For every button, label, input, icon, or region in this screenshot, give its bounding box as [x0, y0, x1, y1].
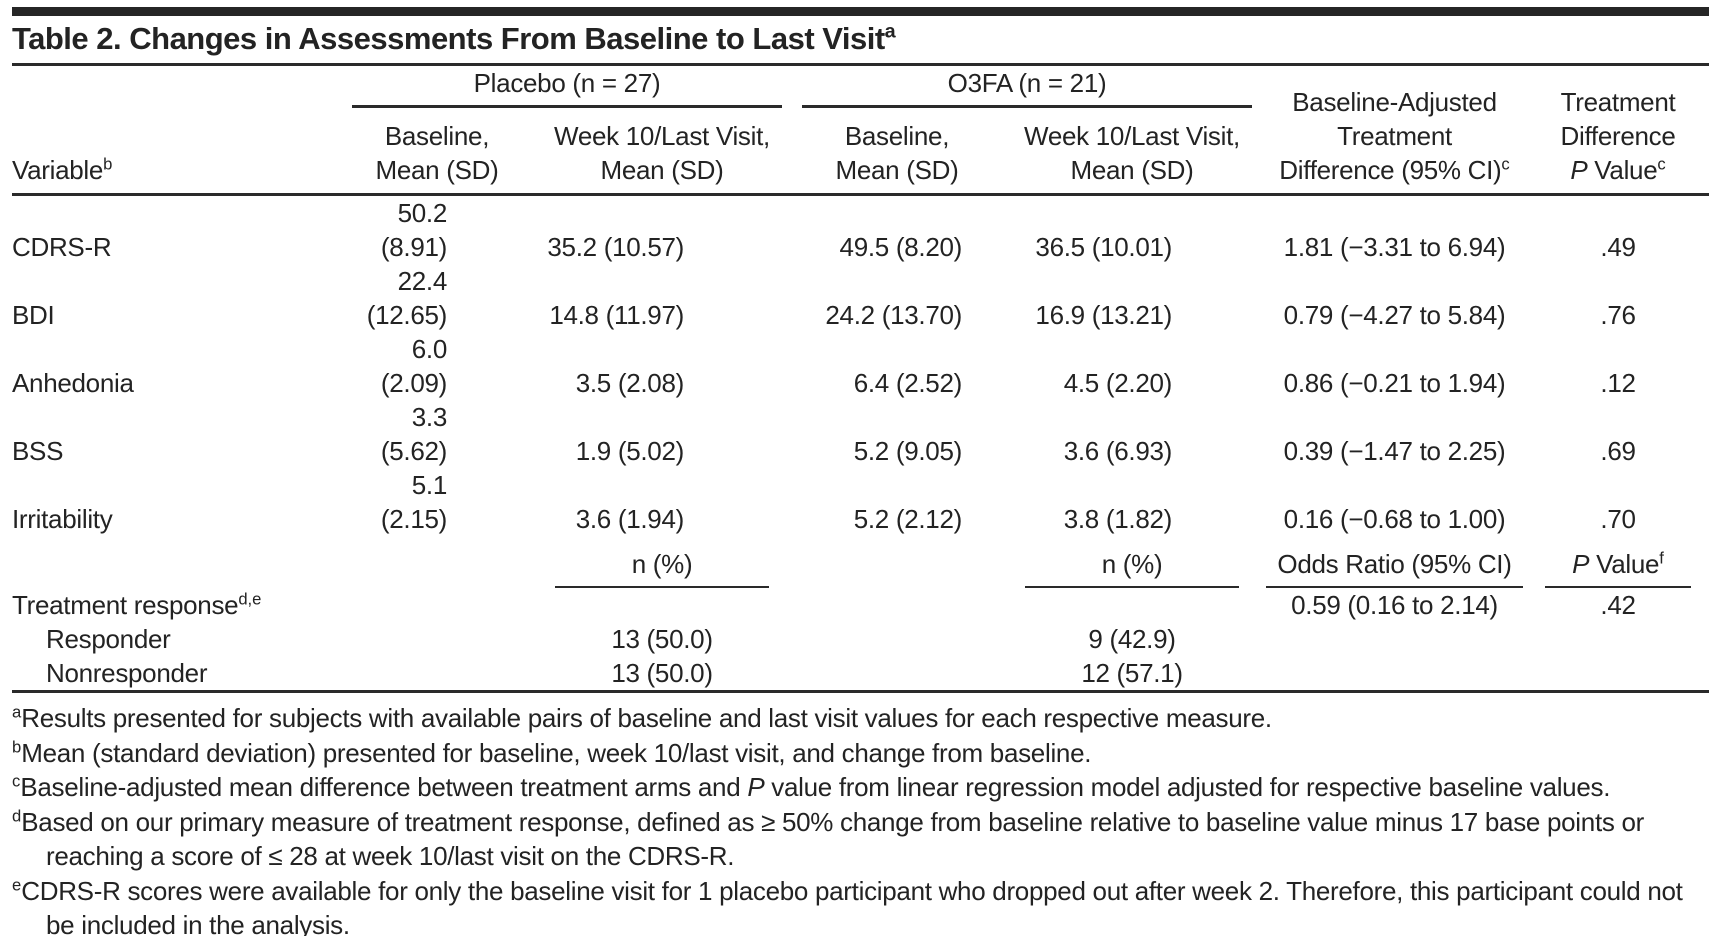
data-cell: 36.5 (10.01) — [1035, 232, 1173, 262]
column-group-o3fa: O3FA (n = 21) — [792, 66, 1262, 115]
column-header-o3fa-week10: Week 10/Last Visit, Mean (SD) — [1002, 115, 1263, 196]
footnote-marker: e — [12, 874, 22, 894]
footnote-marker: d — [12, 805, 22, 825]
p-value-chi-square: .42 — [1600, 590, 1636, 620]
row-anhedonia: Anhedonia 6.0 (2.09) 3.5 (2.08) 6.4 (2.52) 4… — [12, 332, 1709, 400]
footnote-a: aResults presented for subjects with ava… — [12, 702, 1272, 733]
row-nonresponder: Nonresponder 13 (50.0) 12 (57.1) — [12, 656, 1710, 693]
data-cell: .49 — [1600, 232, 1636, 262]
column-header-p-value: Treatment Difference P Valuec — [1527, 66, 1710, 196]
data-cell: .12 — [1600, 368, 1636, 398]
variable-footnote-marker: b — [103, 154, 113, 174]
data-cell: 14.8 (11.97) — [549, 300, 684, 330]
row-bdi: BDI 22.4 (12.65) 14.8 (11.97) 24.2 (13.70) 1… — [12, 264, 1709, 332]
data-cell: 49.5 (8.20) — [839, 232, 963, 262]
p-value-f-footnote-marker: f — [1659, 548, 1664, 568]
data-cell: .69 — [1600, 436, 1636, 466]
footnotes: aResults presented for subjects with ava… — [12, 701, 1709, 936]
row-treatment-response: Treatment responsed,e 0.59 (0.16 to 2.14… — [12, 588, 1709, 622]
row-bss: BSS 3.3 (5.62) 1.9 (5.02) 5.2 (9.05) 3.6 (6.… — [12, 400, 1709, 468]
data-cell: 6.0 (2.09) — [380, 334, 447, 398]
odds-ratio-header: Odds Ratio (95% CI) — [1262, 536, 1527, 588]
row-label: BSS — [12, 436, 64, 466]
nonresponder-o3fa-n-pct: 12 (57.1) — [1002, 656, 1263, 693]
data-cell: 0.16 (−0.68 to 1.00) — [1283, 504, 1506, 534]
data-cell: 3.6 (1.94) — [575, 504, 685, 534]
row-label: Anhedonia — [12, 368, 134, 398]
data-cell: 5.1 (2.15) — [380, 470, 447, 534]
placebo-group-label: Placebo (n = 27) — [352, 66, 782, 108]
footnote-e: eCDRS-R scores were available for only t… — [12, 874, 1683, 936]
data-cell: 0.86 (−0.21 to 1.94) — [1283, 368, 1506, 398]
responder-placebo-n-pct: 13 (50.0) — [611, 624, 713, 654]
diff-footnote-marker: c — [1501, 154, 1510, 174]
data-cell: 0.39 (−1.47 to 2.25) — [1283, 436, 1506, 466]
o3fa-n-pct-header: n (%) — [1002, 536, 1262, 588]
data-cell: 6.4 (2.52) — [853, 368, 963, 398]
data-cell: 1.81 (−3.31 to 6.94) — [1283, 232, 1506, 262]
group-header-row: Variableb Placebo (n = 27) O3FA (n = 21)… — [12, 66, 1710, 196]
placebo-n-pct-header: n (%) — [532, 536, 792, 588]
column-header-o3fa-baseline: Baseline, Mean (SD) — [792, 115, 1002, 196]
table-title: Table 2. Changes in Assessments From Bas… — [12, 16, 1709, 63]
row-label: Irritability — [12, 504, 113, 534]
p-value-f-header: P Valuef — [1527, 536, 1709, 588]
footnote-b: bMean (standard deviation) presented for… — [12, 736, 1092, 768]
data-cell: 0.79 (−4.27 to 5.84) — [1283, 300, 1506, 330]
data-cell: 3.6 (6.93) — [1063, 436, 1173, 466]
footnote-marker: b — [12, 736, 22, 756]
data-cell: 3.8 (1.82) — [1063, 504, 1173, 534]
treatment-response-footnote-marker: d,e — [238, 589, 262, 609]
odds-ratio-value: 0.59 (0.16 to 2.14) — [1291, 590, 1498, 620]
data-cell: 3.3 (5.62) — [380, 402, 447, 466]
table-header: Variableb Placebo (n = 27) O3FA (n = 21)… — [12, 66, 1710, 196]
data-cell: .76 — [1600, 300, 1636, 330]
table-title-text: Table 2. Changes in Assessments From Bas… — [12, 21, 885, 56]
data-cell: 1.9 (5.02) — [575, 436, 685, 466]
column-group-placebo: Placebo (n = 27) — [342, 66, 792, 115]
data-cell: 35.2 (10.57) — [547, 232, 684, 262]
data-cell: .70 — [1600, 504, 1636, 534]
sub-header-row: Baseline, Mean (SD) Week 10/Last Visit, … — [12, 115, 1709, 196]
row-label: BDI — [12, 300, 55, 330]
data-cell: 24.2 (13.70) — [825, 300, 962, 330]
nonresponder-placebo-n-pct: 13 (50.0) — [532, 656, 792, 693]
row-irritability: Irritability 5.1 (2.15) 3.6 (1.94) 5.2 (2.1… — [12, 468, 1709, 536]
row-responder: Responder 13 (50.0) 9 (42.9) — [12, 622, 1709, 656]
column-header-treatment-difference: Baseline-Adjusted Treatment Difference (… — [1262, 66, 1528, 196]
data-cell: 4.5 (2.20) — [1063, 368, 1173, 398]
column-header-placebo-baseline: Baseline, Mean (SD) — [342, 115, 532, 196]
row-label: Responder — [46, 624, 171, 654]
column-header-variable: Variableb — [12, 66, 342, 196]
data-cell: 5.2 (9.05) — [853, 436, 963, 466]
top-black-bar — [12, 7, 1709, 16]
row-label: CDRS-R — [12, 232, 112, 262]
row-label: Treatment responsed,e — [12, 589, 262, 620]
table-title-footnote-marker: a — [884, 20, 896, 43]
footnote-d: dBased on our primary measure of treatme… — [12, 805, 1645, 872]
footnote-marker: a — [12, 702, 22, 722]
table-body: CDRS-R 50.2 (8.91) 35.2 (10.57) 49.5 (8.20)… — [12, 195, 1710, 693]
footnote-marker: c — [12, 771, 21, 791]
responder-o3fa-n-pct: 9 (42.9) — [1088, 624, 1176, 654]
subheader-row-n-pct: n (%) n (%) Odds Ratio (95% CI) P Valuef — [12, 536, 1709, 588]
data-cell: 16.9 (13.21) — [1035, 300, 1173, 330]
data-cell: 5.2 (2.12) — [853, 504, 963, 534]
assessments-table: Variableb Placebo (n = 27) O3FA (n = 21)… — [12, 66, 1710, 693]
row-cdrs-r: CDRS-R 50.2 (8.91) 35.2 (10.57) 49.5 (8.20)… — [12, 195, 1709, 265]
pvalue-footnote-marker: c — [1657, 154, 1666, 174]
o3fa-group-label: O3FA (n = 21) — [802, 66, 1253, 108]
title-rule — [12, 63, 1709, 66]
row-label: Nonresponder — [12, 656, 342, 693]
column-header-placebo-week10: Week 10/Last Visit, Mean (SD) — [532, 115, 792, 196]
footnote-c: cBaseline-adjusted mean difference betwe… — [12, 771, 1611, 802]
data-cell: 3.5 (2.08) — [575, 368, 685, 398]
data-cell: 50.2 (8.91) — [380, 198, 447, 262]
data-cell: 22.4 (12.65) — [366, 266, 448, 330]
